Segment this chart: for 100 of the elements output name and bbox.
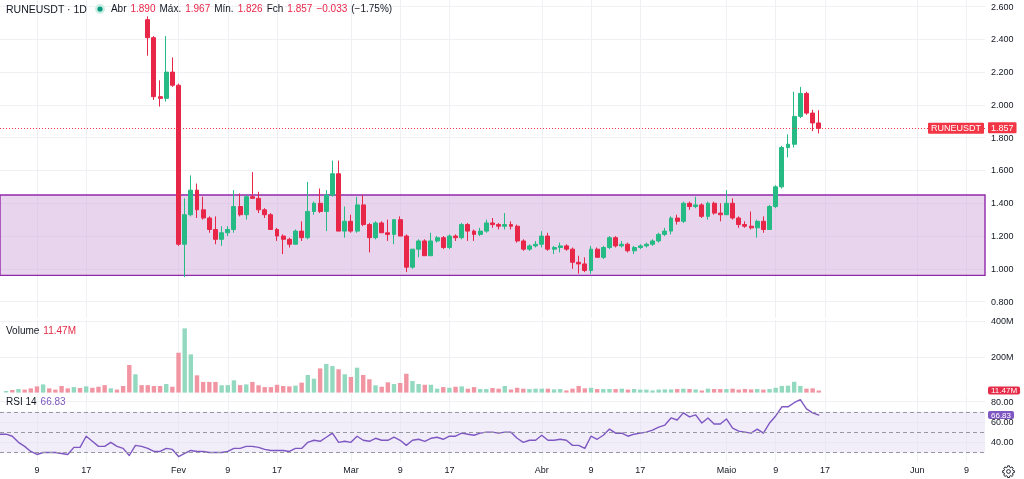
y-tick-label: 66.83 [991, 410, 1012, 420]
bar [631, 389, 637, 393]
candlestick [428, 232, 433, 257]
bar [311, 378, 317, 393]
candlestick [595, 247, 600, 258]
bar [545, 388, 551, 393]
bar [373, 385, 378, 393]
x-tick-label: Abr [534, 465, 549, 476]
bar [508, 389, 514, 393]
x-tick-label: 9 [225, 465, 231, 476]
bar [471, 387, 477, 393]
bar [120, 386, 126, 393]
bar [65, 388, 70, 393]
x-tick-label: Jun [910, 465, 925, 476]
bar [83, 386, 89, 393]
bar [305, 374, 311, 393]
bar [404, 373, 409, 393]
bar [139, 385, 144, 393]
y-tick-label: 1.600 [991, 165, 1014, 176]
y-tick-label: 40.00 [991, 437, 1014, 448]
text: Volume [6, 325, 40, 337]
candlestick [373, 220, 378, 240]
bar [718, 389, 723, 393]
x-tick-label: Mar [343, 465, 359, 476]
y-tick-label: 60.00 [991, 417, 1014, 428]
bar [379, 386, 384, 393]
bar [638, 389, 643, 393]
y-tick-label: 2.600 [991, 1, 1014, 12]
bar [594, 389, 600, 393]
chart-title: RUNEUSDT · 1D [6, 3, 87, 15]
bar [742, 389, 748, 393]
candlestick [158, 79, 163, 108]
bar [434, 388, 440, 393]
bar [34, 386, 40, 393]
bar [736, 389, 741, 393]
bar [114, 389, 120, 393]
candlestick [502, 212, 507, 230]
candlestick [435, 235, 440, 244]
bar [755, 389, 760, 393]
bar [361, 374, 366, 393]
bar [274, 384, 280, 393]
bar [330, 366, 335, 393]
candlestick [545, 232, 550, 252]
bar [674, 389, 680, 393]
candlestick [392, 219, 396, 245]
y-tick-label: 1.400 [991, 198, 1014, 209]
ref-line-label: 1.857 [991, 122, 1014, 133]
candlestick [305, 181, 310, 240]
chart-title: RSI 14 [6, 396, 37, 408]
bar [705, 388, 711, 393]
candlestick [613, 235, 618, 249]
candlestick [195, 183, 199, 219]
y-tick-label: 2.400 [991, 34, 1014, 45]
candlestick [244, 194, 249, 221]
x-tick-label: 17 [635, 465, 646, 476]
bar [484, 389, 489, 393]
bar [342, 374, 347, 393]
candlestick [459, 222, 464, 240]
bar [188, 354, 194, 393]
bar [391, 384, 397, 393]
y-tick-label: 80.00 [991, 396, 1014, 407]
bar [798, 386, 803, 393]
bar [699, 390, 705, 393]
y-tick-label: 400M [991, 316, 1014, 327]
bar [687, 389, 692, 393]
candlestick [755, 219, 760, 239]
bar [422, 384, 427, 393]
y-tick-label: 1.800 [991, 132, 1014, 143]
bar [262, 387, 267, 393]
bar [10, 389, 15, 393]
bar [662, 389, 668, 393]
y-tick-label: 11.47M [991, 386, 1018, 396]
bar [157, 386, 163, 393]
bar [268, 387, 274, 393]
bar [385, 382, 391, 393]
candlestick [422, 238, 427, 257]
bar [231, 380, 237, 393]
candlestick [706, 201, 710, 221]
bar [397, 382, 403, 393]
bar [127, 365, 132, 393]
bar [428, 384, 434, 393]
candlestick [453, 233, 458, 242]
bar [145, 385, 150, 393]
bar [182, 328, 187, 393]
bar [28, 388, 33, 393]
bar [613, 389, 618, 393]
candlestick [336, 160, 341, 232]
candlestick [724, 189, 729, 216]
bar [133, 374, 138, 393]
bar [200, 381, 206, 393]
bar [465, 388, 471, 393]
x-tick-label: 17 [81, 465, 92, 476]
bar [785, 385, 791, 393]
candlestick [687, 201, 692, 211]
candlestick [342, 206, 347, 239]
candlestick [749, 210, 754, 230]
y-tick-label: 200M [991, 352, 1014, 363]
x-tick-label: Fev [171, 465, 187, 476]
chart-subtitle: 66.83 [40, 396, 66, 408]
x-tick-label: 9 [34, 465, 40, 476]
